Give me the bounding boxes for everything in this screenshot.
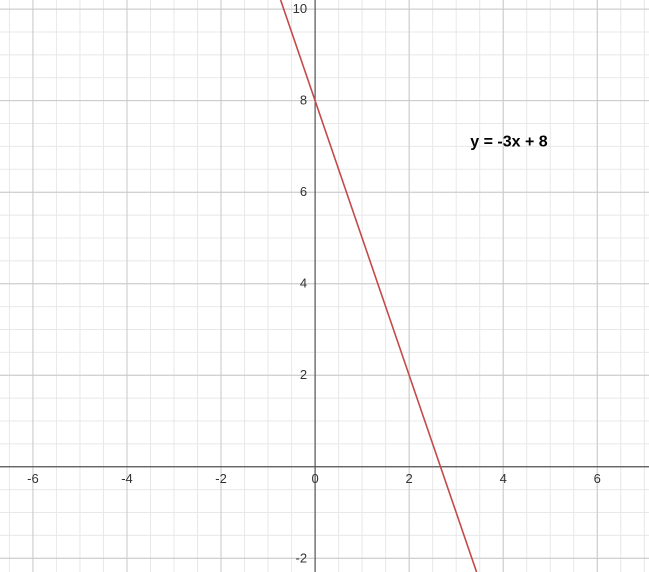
y-tick-label: 2 — [300, 367, 307, 382]
y-tick-label: 10 — [293, 1, 307, 16]
x-tick-label: 2 — [406, 471, 413, 486]
graph-container: -6 -4 -2 0 2 4 6 -2 2 4 6 8 10 y = -3x + 8 — [0, 0, 649, 572]
x-tick-label: -2 — [215, 471, 227, 486]
y-tick-label: 6 — [300, 184, 307, 199]
x-tick-label: 0 — [311, 471, 318, 486]
y-tick-label: 8 — [300, 93, 307, 108]
x-tick-label: -4 — [121, 471, 133, 486]
x-tick-label: -6 — [27, 471, 39, 486]
y-tick-label: 4 — [300, 276, 307, 291]
graph-svg: -6 -4 -2 0 2 4 6 -2 2 4 6 8 10 y = -3x + 8 — [0, 0, 649, 572]
x-tick-label: 6 — [594, 471, 601, 486]
y-tick-label: -2 — [296, 550, 308, 565]
x-tick-label: 4 — [500, 471, 507, 486]
equation-label: y = -3x + 8 — [470, 133, 547, 150]
